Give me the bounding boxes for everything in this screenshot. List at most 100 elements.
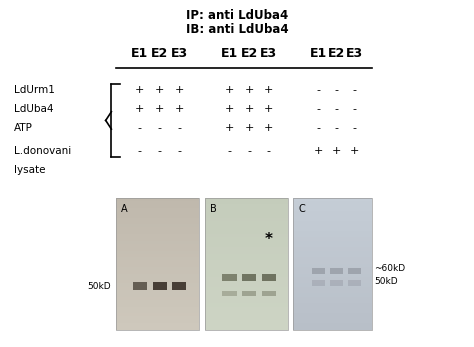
Bar [116, 234, 199, 237]
Text: +: + [245, 85, 254, 95]
Bar [293, 280, 372, 283]
Bar [293, 307, 372, 310]
Bar [205, 251, 288, 254]
Text: +: + [135, 85, 145, 95]
Text: E2: E2 [328, 47, 345, 60]
Text: -: - [267, 146, 271, 156]
Text: E2: E2 [241, 47, 258, 60]
Bar [116, 283, 199, 287]
Bar [330, 268, 343, 274]
Bar [293, 237, 372, 241]
Text: +: + [225, 85, 234, 95]
Bar [293, 313, 372, 316]
Bar [293, 198, 372, 330]
Bar [293, 198, 372, 201]
Bar [116, 241, 199, 244]
Bar [172, 282, 186, 290]
Text: E1: E1 [221, 47, 238, 60]
Bar [242, 274, 256, 281]
Bar [205, 316, 288, 320]
Text: +: + [350, 146, 359, 156]
Bar [205, 211, 288, 214]
Text: +: + [314, 146, 323, 156]
Text: -: - [177, 124, 181, 133]
Bar [116, 264, 199, 267]
Bar [348, 268, 361, 274]
Bar [205, 224, 288, 228]
Text: lysate: lysate [14, 165, 46, 175]
Bar [205, 228, 288, 231]
Text: E1: E1 [310, 47, 327, 60]
Bar [293, 320, 372, 323]
Text: +: + [174, 85, 184, 95]
Bar [330, 280, 343, 286]
Bar [205, 320, 288, 323]
Bar [205, 218, 288, 221]
Bar [293, 303, 372, 307]
Text: -: - [158, 146, 162, 156]
Text: +: + [264, 85, 273, 95]
Bar [116, 228, 199, 231]
Bar [293, 231, 372, 234]
Text: E3: E3 [171, 47, 188, 60]
Text: C: C [298, 204, 305, 214]
Bar [205, 307, 288, 310]
Bar [116, 326, 199, 330]
Text: E2: E2 [151, 47, 168, 60]
Text: +: + [264, 104, 273, 114]
Text: +: + [245, 104, 254, 114]
Bar [205, 214, 288, 218]
Bar [293, 247, 372, 251]
Text: -: - [335, 85, 338, 95]
Text: +: + [135, 104, 145, 114]
Text: -: - [177, 146, 181, 156]
Bar [293, 323, 372, 326]
Bar [205, 231, 288, 234]
Bar [205, 247, 288, 251]
Bar [293, 294, 372, 297]
Text: -: - [353, 124, 356, 133]
Bar [116, 297, 199, 300]
Bar [205, 244, 288, 247]
Bar [133, 282, 147, 290]
Bar [205, 221, 288, 224]
Bar [293, 260, 372, 264]
Text: L.donovani: L.donovani [14, 146, 72, 156]
Text: ~60kD: ~60kD [374, 264, 406, 273]
Bar [116, 280, 199, 283]
Bar [293, 273, 372, 277]
Bar [293, 290, 372, 294]
Text: -: - [335, 124, 338, 133]
Text: -: - [353, 85, 356, 95]
Bar [205, 257, 288, 260]
Bar [205, 273, 288, 277]
Bar [116, 211, 199, 214]
Bar [293, 300, 372, 303]
Bar [116, 310, 199, 313]
Text: -: - [335, 104, 338, 114]
Text: -: - [138, 124, 142, 133]
Bar [293, 234, 372, 237]
Text: B: B [210, 204, 216, 214]
Bar [116, 270, 199, 273]
Text: *: * [265, 232, 273, 247]
Text: +: + [155, 85, 164, 95]
Bar [116, 316, 199, 320]
Bar [116, 237, 199, 241]
Bar [293, 254, 372, 257]
Bar [293, 241, 372, 244]
Bar [205, 326, 288, 330]
Bar [205, 260, 288, 264]
Bar [116, 198, 199, 330]
Bar [116, 260, 199, 264]
Bar [242, 291, 256, 296]
Bar [116, 267, 199, 270]
Text: -: - [158, 124, 162, 133]
Bar [116, 300, 199, 303]
Bar [205, 297, 288, 300]
Bar [293, 270, 372, 273]
Text: -: - [317, 104, 320, 114]
Text: +: + [264, 124, 273, 133]
Bar [205, 267, 288, 270]
Bar [116, 224, 199, 228]
